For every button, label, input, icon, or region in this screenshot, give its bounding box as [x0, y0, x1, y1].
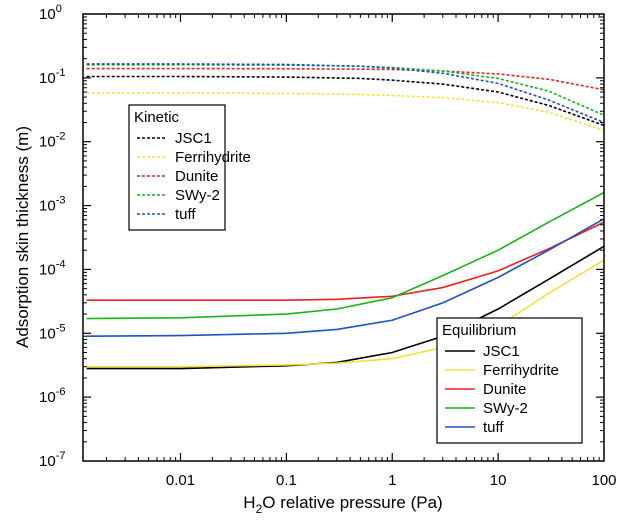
series-line-equilibrium-jsc1 [86, 245, 605, 370]
y-tick-label: 10-5 [39, 322, 65, 342]
plot-frame [82, 13, 605, 462]
legend-title: Equilibrium [442, 322, 516, 339]
y-tick-mantissa: 10 [39, 6, 56, 23]
legend-box [436, 317, 583, 444]
y-tick-mantissa: 10 [39, 261, 56, 278]
series-line-equilibrium-dunite [86, 221, 605, 301]
series-line-equilibrium-tuff [86, 218, 605, 338]
y-tick-exponent: -1 [56, 67, 66, 79]
x-tick-label: 0.1 [276, 472, 297, 489]
x-axis-label-pre: H [243, 493, 255, 512]
y-tick-mantissa: 10 [39, 70, 56, 87]
series-line-kinetic-tuff [86, 63, 605, 124]
legend-entry: JSC1 [483, 343, 520, 360]
legend-entry: JSC1 [175, 130, 212, 147]
x-axis-label-sub: 2 [256, 502, 263, 516]
y-tick-label: 10-2 [39, 131, 65, 151]
plot-lines [86, 63, 605, 370]
y-tick-exponent: -4 [56, 258, 66, 270]
y-tick-mantissa: 10 [39, 453, 56, 470]
y-tick-label: 10-7 [39, 450, 65, 470]
legend-title: Kinetic [134, 109, 180, 126]
y-tick-exponent: 0 [56, 3, 62, 15]
series-line-kinetic-dunite [86, 67, 605, 91]
x-tick-label: 10 [490, 472, 507, 489]
x-tick-label: 1 [388, 472, 396, 489]
x-tick-label: 0.01 [166, 472, 195, 489]
y-tick-exponent: -6 [56, 386, 66, 398]
y-tick-mantissa: 10 [39, 134, 56, 151]
legend-entry: SWy-2 [175, 187, 220, 204]
y-axis-label: Adsorption skin thickness (m) [13, 126, 32, 348]
y-tick-label: 10-6 [39, 386, 65, 406]
legend-entry: tuff [175, 206, 196, 223]
y-tick-label: 10-1 [39, 67, 65, 87]
axis-ticks [83, 14, 604, 461]
y-tick-mantissa: 10 [39, 325, 56, 342]
y-tick-mantissa: 10 [39, 389, 56, 406]
legend-entry: SWy-2 [483, 400, 528, 417]
x-axis-label-post: O relative pressure (Pa) [262, 493, 442, 512]
legend-box [128, 104, 226, 231]
legend-entry: Ferrihydrite [175, 149, 251, 166]
series-line-kinetic-ferrihydrite [86, 92, 605, 132]
y-tick-exponent: -2 [56, 131, 66, 143]
y-tick-mantissa: 10 [39, 198, 56, 215]
x-tick-label: 100 [591, 472, 616, 489]
legend-equilibrium: Equilibrium JSC1 Ferrihydrite Dunite SWy-2 tu… [436, 317, 583, 444]
series-line-equilibrium-ferrihydrite [86, 259, 605, 368]
legend-entry: tuff [483, 419, 504, 436]
y-tick-label: 100 [39, 3, 62, 23]
series-line-kinetic-jsc1 [86, 75, 605, 127]
series-line-equilibrium-swy-2 [86, 191, 605, 320]
y-tick-label: 10-4 [39, 258, 65, 278]
legend-entry: Dunite [483, 381, 526, 398]
legend-kinetic: Kinetic JSC1 Ferrihydrite Dunite SWy-2 tuff [128, 104, 251, 231]
legend-entry: Dunite [175, 168, 218, 185]
y-tick-exponent: -3 [56, 195, 66, 207]
y-tick-exponent: -5 [56, 322, 66, 334]
y-tick-label: 10-3 [39, 195, 65, 215]
y-tick-exponent: -7 [56, 450, 66, 462]
legend-entry: Ferrihydrite [483, 362, 559, 379]
x-axis-label: H2O relative pressure (Pa) [243, 493, 442, 516]
